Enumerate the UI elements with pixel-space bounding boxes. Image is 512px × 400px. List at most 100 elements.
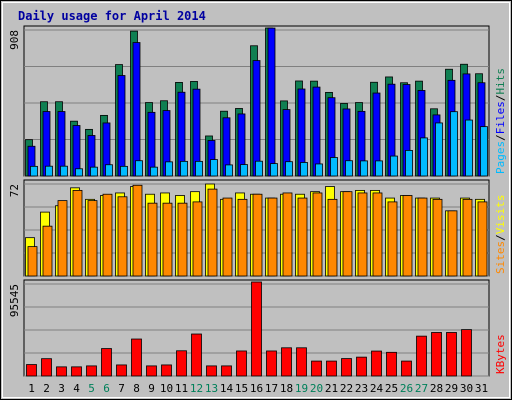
bar-pages-day-11 (180, 160, 188, 177)
bar-pages-day-1 (30, 165, 38, 177)
x-tick-label: 3 (58, 382, 65, 395)
bar-sites-day-26 (402, 195, 413, 277)
bar-sites-day-28 (432, 198, 443, 277)
bar-sites-day-15 (237, 198, 248, 277)
x-tick-label: 1 (28, 382, 35, 395)
bar-pages-day-31 (480, 126, 488, 177)
bar-kbytes-day-26 (401, 360, 412, 377)
bar-kbytes-day-3 (56, 366, 67, 377)
x-tick-label: 19 (295, 382, 308, 395)
bar-kbytes-day-13 (206, 365, 217, 377)
bar-pages-day-13 (210, 159, 218, 177)
legend-item-kbytes: KBytes (494, 334, 507, 374)
bar-pages-day-24 (375, 160, 383, 177)
bar-kbytes-day-7 (116, 364, 127, 377)
bar-sites-day-31 (477, 201, 488, 277)
bar-sites-day-30 (462, 198, 473, 277)
bar-kbytes-day-25 (386, 351, 397, 377)
bar-kbytes-day-28 (431, 332, 442, 377)
bar-pages-day-29 (450, 111, 458, 177)
x-tick-label: 27 (415, 382, 428, 395)
legend-item-visits: Visits (494, 195, 507, 235)
bar-kbytes-day-27 (416, 335, 427, 377)
x-tick-label: 12 (190, 382, 203, 395)
legend: Sites/Visits (494, 195, 507, 275)
bar-pages-day-4 (75, 168, 83, 177)
bar-kbytes-day-6 (101, 348, 112, 377)
bar-pages-day-19 (300, 162, 308, 177)
bar-files-day-7 (117, 75, 126, 177)
bar-kbytes-day-23 (356, 356, 367, 377)
bar-pages-day-10 (165, 161, 173, 177)
bar-kbytes-day-9 (146, 365, 157, 377)
x-tick-label: 13 (205, 382, 218, 395)
x-axis-labels: 1 2 3 4 5 6 7 8 9 10 11 12 13 14 15 16 17 18 19 20 21 22 23 24 2… (28, 382, 488, 395)
x-tick-label: 16 (250, 382, 263, 395)
bar-sites-day-16 (252, 193, 263, 277)
x-tick-label: 25 (385, 382, 398, 395)
bar-files-day-17 (267, 27, 276, 177)
bar-sites-day-10 (162, 202, 173, 277)
bar-files-day-16 (252, 60, 261, 177)
chart-title: Daily usage for April 2014 (18, 9, 206, 23)
legend-separator: / (494, 234, 507, 241)
bar-sites-day-1 (27, 246, 38, 277)
x-tick-label: 11 (175, 382, 188, 395)
x-tick-label: 18 (280, 382, 293, 395)
bar-kbytes-day-21 (326, 360, 337, 377)
bar-pages-day-20 (315, 163, 323, 177)
chart-panels: 908Pages/Files/Hits72Sites/Visits95545KB… (8, 25, 507, 377)
bar-pages-day-30 (465, 119, 473, 177)
bar-pages-day-5 (90, 166, 98, 177)
x-tick-label: 6 (103, 382, 110, 395)
bar-kbytes-day-20 (311, 360, 322, 377)
bar-sites-day-12 (192, 201, 203, 277)
y-axis-max-label: 95545 (8, 284, 21, 317)
x-tick-label: 15 (235, 382, 248, 395)
bar-sites-day-23 (357, 192, 368, 277)
bar-pages-day-21 (330, 157, 338, 177)
bar-sites-day-5 (87, 200, 98, 277)
x-tick-label: 30 (460, 382, 473, 395)
bar-sites-day-9 (147, 202, 158, 277)
bar-kbytes-day-19 (296, 347, 307, 377)
bar-kbytes-day-11 (176, 350, 187, 377)
x-tick-label: 22 (340, 382, 353, 395)
bar-sites-day-11 (177, 202, 188, 277)
legend-item-sites: Sites (494, 241, 507, 274)
legend: KBytes (494, 334, 507, 374)
bar-kbytes-day-29 (446, 332, 457, 377)
legend-separator: / (494, 95, 507, 102)
x-tick-label: 26 (400, 382, 413, 395)
bar-sites-day-22 (342, 191, 353, 277)
bar-files-day-8 (132, 42, 141, 177)
bar-pages-day-8 (135, 160, 143, 177)
bar-sites-day-27 (417, 197, 428, 277)
bar-sites-day-19 (297, 197, 308, 277)
x-tick-label: 4 (73, 382, 80, 395)
x-tick-label: 5 (88, 382, 95, 395)
bar-kbytes-day-16 (251, 281, 262, 377)
bar-kbytes-day-2 (41, 358, 52, 377)
bar-sites-day-20 (312, 192, 323, 277)
y-axis-max-label: 908 (8, 30, 21, 50)
bar-pages-day-7 (120, 165, 128, 177)
bar-sites-day-25 (387, 201, 398, 277)
x-tick-label: 17 (265, 382, 278, 395)
bar-sites-day-18 (282, 192, 293, 277)
bar-files-day-20 (312, 86, 321, 177)
bar-pages-day-9 (150, 166, 158, 177)
x-tick-label: 24 (370, 382, 384, 395)
bar-kbytes-day-22 (341, 358, 352, 377)
panel-kbytes: 95545 KBytes (8, 279, 507, 377)
bar-pages-day-2 (45, 165, 53, 177)
bar-files-day-9 (147, 111, 156, 177)
x-tick-label: 14 (220, 382, 234, 395)
legend-item-files: Files (494, 101, 507, 134)
x-tick-label: 2 (43, 382, 50, 395)
bar-kbytes-day-10 (161, 364, 172, 377)
x-tick-label: 29 (445, 382, 458, 395)
bar-sites-day-8 (132, 184, 143, 277)
